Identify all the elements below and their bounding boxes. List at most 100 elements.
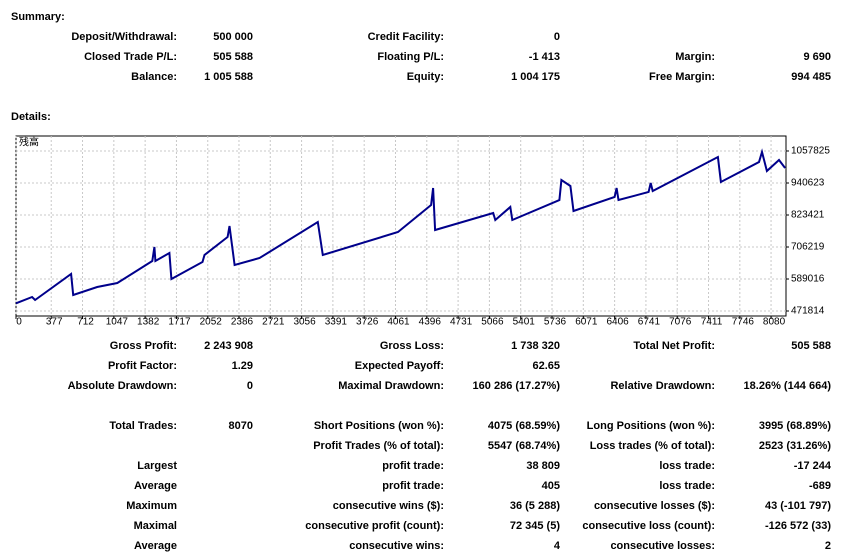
y-tick-label: 940623 <box>791 178 825 189</box>
y-tick-label: 1057825 <box>791 146 830 157</box>
field-label: profit trade: <box>382 460 444 472</box>
x-tick-label: 2386 <box>231 317 254 328</box>
field-label: Average <box>134 540 177 552</box>
field-value: 38 809 <box>526 460 560 472</box>
balance-line <box>15 148 786 305</box>
field-value: 500 000 <box>213 31 253 43</box>
x-tick-label: 2721 <box>262 317 285 328</box>
x-tick-label: 5736 <box>544 317 567 328</box>
x-tick-label: 3391 <box>325 317 348 328</box>
legend-entry: 残高 <box>19 136 39 149</box>
field-label: consecutive wins ($): <box>333 500 444 512</box>
field-label: Total Trades: <box>109 420 177 432</box>
field-label: consecutive wins: <box>349 540 444 552</box>
field-label: Deposit/Withdrawal: <box>71 31 177 43</box>
field-value: -17 244 <box>794 460 832 472</box>
field-label: Credit Facility: <box>368 31 444 43</box>
field-value: 505 588 <box>791 340 831 352</box>
field-label: Gross Profit: <box>110 340 177 352</box>
field-label: Expected Payoff: <box>355 360 444 372</box>
field-label: Balance: <box>131 71 177 83</box>
field-value: -689 <box>809 480 831 492</box>
x-tick-label: 5066 <box>481 317 504 328</box>
field-label: Maximum <box>126 500 177 512</box>
field-value: 62.65 <box>532 360 560 372</box>
plot-frame <box>15 135 787 317</box>
field-label: consecutive losses: <box>610 540 715 552</box>
x-tick-label: 8080 <box>763 317 786 328</box>
field-value: 43 (-101 797) <box>765 500 831 512</box>
x-tick-label: 1047 <box>106 317 129 328</box>
y-tick-label: 471814 <box>791 306 825 317</box>
x-tick-label: 7076 <box>669 317 692 328</box>
x-tick-label: 5401 <box>513 317 536 328</box>
field-value: 72 345 (5) <box>510 520 560 532</box>
x-tick-label: 712 <box>77 317 94 328</box>
x-tick-label: 3056 <box>293 317 316 328</box>
field-value: 9 690 <box>803 51 831 63</box>
field-label: Absolute Drawdown: <box>68 380 177 392</box>
field-value: 405 <box>542 480 560 492</box>
field-value: 3995 (68.89%) <box>759 420 831 432</box>
y-tick-label: 706219 <box>791 242 825 253</box>
field-value: 5547 (68.74%) <box>488 440 560 452</box>
field-value: 1 004 175 <box>511 71 560 83</box>
field-label: Gross Loss: <box>380 340 444 352</box>
field-value: 8070 <box>229 420 253 432</box>
field-label: Short Positions (won %): <box>314 420 444 432</box>
field-label: Equity: <box>407 71 444 83</box>
field-label: Margin: <box>675 51 715 63</box>
details-title: Details: <box>11 111 51 123</box>
field-value: 4 <box>554 540 561 552</box>
field-value: 1 738 320 <box>511 340 560 352</box>
field-label: Loss trades (% of total): <box>590 440 715 452</box>
x-tick-label: 2052 <box>200 317 223 328</box>
x-tick-label: 6406 <box>606 317 629 328</box>
field-label: Closed Trade P/L: <box>84 51 177 63</box>
x-tick-label: 377 <box>46 317 63 328</box>
field-value: 2 243 908 <box>204 340 253 352</box>
field-value: 18.26% (144 664) <box>744 380 832 392</box>
field-label: Profit Trades (% of total): <box>313 440 444 452</box>
field-value: 505 588 <box>213 51 253 63</box>
field-label: profit trade: <box>382 480 444 492</box>
field-label: Average <box>134 480 177 492</box>
field-label: Profit Factor: <box>108 360 177 372</box>
field-value: 2 <box>825 540 831 552</box>
field-value: -126 572 (33) <box>765 520 831 532</box>
field-value: 2523 (31.26%) <box>759 440 831 452</box>
summary-title: Summary: <box>11 11 65 23</box>
x-tick-label: 4061 <box>387 317 410 328</box>
field-value: 0 <box>554 31 560 43</box>
field-label: consecutive losses ($): <box>594 500 715 512</box>
y-tick-label: 589016 <box>791 274 825 285</box>
field-value: 0 <box>247 380 253 392</box>
x-tick-label: 1382 <box>137 317 160 328</box>
x-tick-label: 0 <box>16 317 22 328</box>
field-value: -1 413 <box>529 51 560 63</box>
field-value: 994 485 <box>791 71 831 83</box>
x-tick-label: 7411 <box>701 317 723 328</box>
field-label: Maximal <box>134 520 177 532</box>
y-tick-label: 823421 <box>791 210 825 221</box>
field-label: Largest <box>137 460 177 472</box>
x-tick-label: 6071 <box>575 317 598 328</box>
field-label: loss trade: <box>659 480 715 492</box>
field-value: 36 (5 288) <box>510 500 560 512</box>
x-tick-label: 4731 <box>450 317 473 328</box>
x-tick-label: 3726 <box>356 317 379 328</box>
field-label: Total Net Profit: <box>633 340 715 352</box>
field-label: Floating P/L: <box>377 51 444 63</box>
field-label: consecutive loss (count): <box>582 520 715 532</box>
field-value: 1.29 <box>232 360 253 372</box>
x-tick-label: 4396 <box>419 317 442 328</box>
field-label: loss trade: <box>659 460 715 472</box>
x-tick-label: 7746 <box>732 317 755 328</box>
field-value: 160 286 (17.27%) <box>473 380 561 392</box>
x-tick-label: 1717 <box>168 317 191 328</box>
field-label: Maximal Drawdown: <box>338 380 444 392</box>
field-value: 1 005 588 <box>204 71 253 83</box>
field-label: consecutive profit (count): <box>305 520 444 532</box>
field-label: Free Margin: <box>649 71 715 83</box>
